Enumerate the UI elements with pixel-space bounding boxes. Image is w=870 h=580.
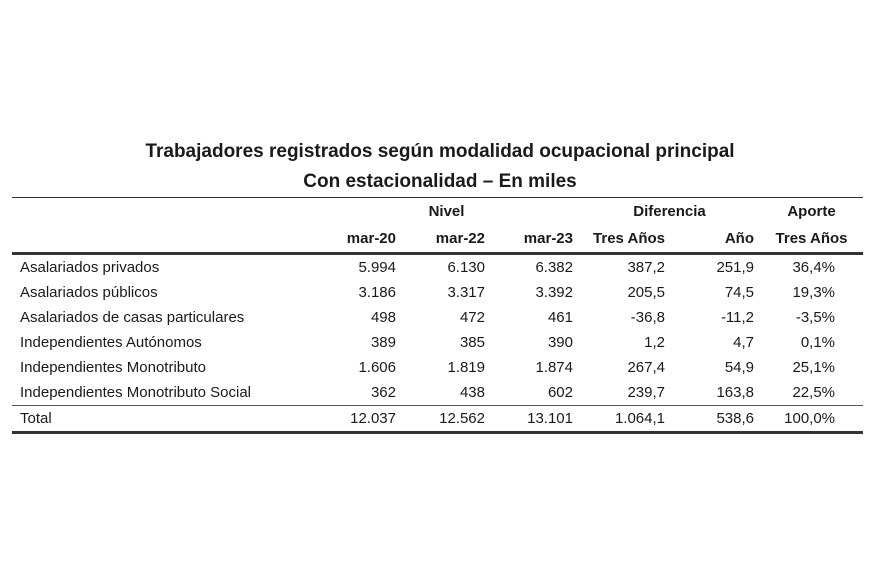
cell-value: 100,0% <box>760 405 864 434</box>
table-row: Independientes Monotributo 1.606 1.819 1.87… <box>12 355 863 380</box>
cell-value: 390 <box>547 334 573 351</box>
cell-value: -36,8 <box>630 309 665 326</box>
cell-value: 3.392 <box>535 284 573 301</box>
cell-value: 22,5% <box>792 384 836 401</box>
cell-value: 538,6 <box>671 405 761 434</box>
cell-value: 4,7 <box>733 334 755 351</box>
cell-value: 0,1% <box>800 334 836 351</box>
cell-value: 498 <box>370 309 396 326</box>
cell-value: 239,7 <box>627 384 665 401</box>
cell-value: 251,9 <box>716 259 755 276</box>
column-header: mar-23 <box>491 225 579 255</box>
cell-value: 36,4% <box>792 259 836 276</box>
row-label: Asalariados públicos <box>20 284 158 301</box>
cell-value: 13.101 <box>491 405 579 434</box>
table-row: Independientes Monotributo Social 362 438 6… <box>12 380 863 406</box>
column-header: Año <box>671 225 761 255</box>
cell-value: 389 <box>370 334 396 351</box>
row-label: Independientes Monotributo <box>20 359 206 376</box>
header-group-aporte: Aporte <box>760 197 864 225</box>
cell-value: 6.130 <box>447 259 485 276</box>
total-row: Total 12.037 12.562 13.101 1.064,1 538,6 100,0… <box>12 405 864 434</box>
row-label: Asalariados de casas particulares <box>20 309 245 326</box>
cell-value: 1.819 <box>447 359 485 376</box>
cell-value: 12.037 <box>312 405 402 434</box>
cell-value: 163,8 <box>716 384 755 401</box>
cell-value: 25,1% <box>792 359 836 376</box>
table-row: Independientes Autónomos 389 385 390 1,2 4,7 0… <box>12 330 863 355</box>
cell-value: 74,5 <box>724 284 755 301</box>
row-label: Asalariados privados <box>20 259 160 276</box>
header-group-diferencia: Diferencia <box>579 197 761 225</box>
cell-value: 3.317 <box>447 284 485 301</box>
cell-value: 387,2 <box>627 259 665 276</box>
workers-table: Nivel Diferencia Aporte mar-20 mar-22 ma… <box>12 197 864 434</box>
table-row: Asalariados públicos 3.186 3.317 3.392 205,5… <box>12 280 863 305</box>
header-column-row: mar-20 mar-22 mar-23 Tres Años Año Tres … <box>12 225 864 255</box>
cell-value: 1.606 <box>358 359 396 376</box>
cell-value: 205,5 <box>627 284 665 301</box>
table-row: Asalariados privados 5.994 6.130 6.382 387,2… <box>12 254 863 281</box>
row-label: Independientes Autónomos <box>20 334 202 351</box>
cell-value: 1.874 <box>535 359 573 376</box>
row-label: Total <box>12 405 312 434</box>
cell-value: -3,5% <box>795 309 836 326</box>
header-group-nivel: Nivel <box>402 197 491 225</box>
column-header: mar-20 <box>312 225 402 255</box>
table-row: Asalariados de casas particulares 498 472 4… <box>12 305 863 330</box>
header-group-row: Nivel Diferencia Aporte <box>12 197 864 225</box>
cell-value: 438 <box>459 384 485 401</box>
cell-value: 602 <box>547 384 573 401</box>
table-title: Trabajadores registrados según modalidad… <box>145 141 735 162</box>
column-header: mar-22 <box>402 225 491 255</box>
table-subtitle: Con estacionalidad – En miles <box>303 171 577 192</box>
column-header: Tres Años <box>760 225 864 255</box>
cell-value: 472 <box>459 309 485 326</box>
cell-value: 1.064,1 <box>579 405 671 434</box>
cell-value: -11,2 <box>720 309 755 326</box>
cell-value: 19,3% <box>792 284 836 301</box>
cell-value: 267,4 <box>627 359 665 376</box>
column-header: Tres Años <box>579 225 671 255</box>
cell-value: 362 <box>370 384 396 401</box>
row-label: Independientes Monotributo Social <box>20 384 251 401</box>
cell-value: 12.562 <box>402 405 491 434</box>
cell-value: 6.382 <box>535 259 573 276</box>
cell-value: 461 <box>547 309 573 326</box>
cell-value: 1,2 <box>644 334 665 351</box>
cell-value: 385 <box>459 334 485 351</box>
cell-value: 3.186 <box>358 284 396 301</box>
cell-value: 54,9 <box>724 359 755 376</box>
cell-value: 5.994 <box>358 259 396 276</box>
